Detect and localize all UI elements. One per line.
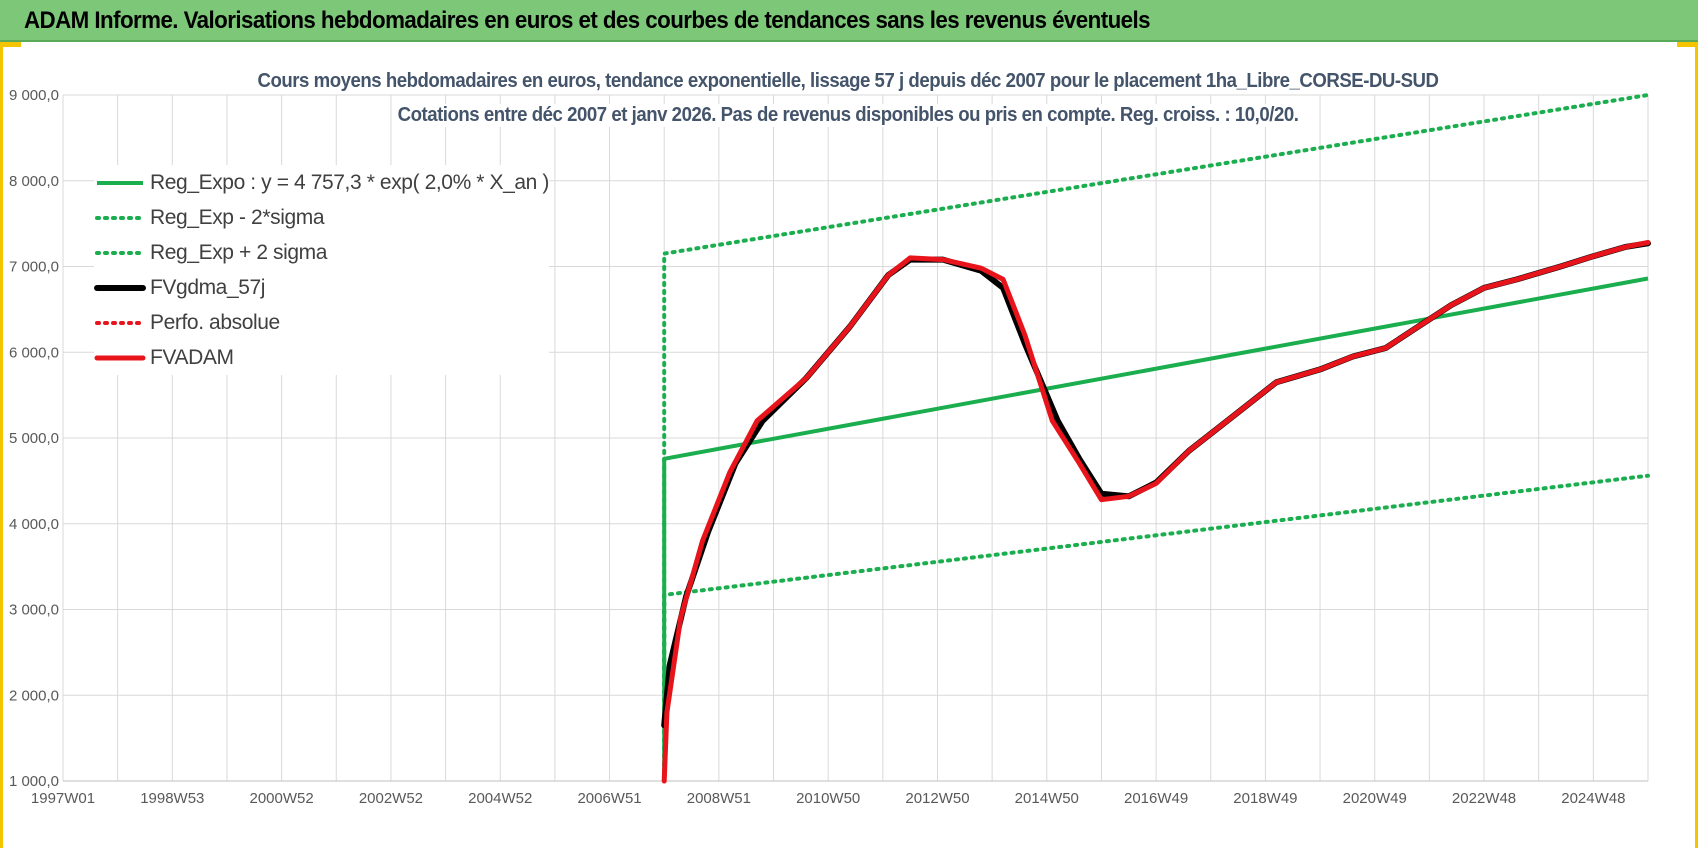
x-tick-label: 2002W52 — [359, 790, 423, 807]
frame-corner — [3, 42, 21, 47]
chart-title: Cours moyens hebdomadaires en euros, ten… — [253, 70, 1443, 93]
legend-item: FVgdma_57j — [94, 270, 549, 305]
frame-corner — [1677, 42, 1695, 47]
legend-item: Reg_Exp + 2 sigma — [94, 235, 549, 270]
x-tick-label: 2022W48 — [1452, 790, 1516, 807]
legend-swatch — [94, 284, 146, 291]
chart-legend: Reg_Expo : y = 4 757,3 * exp( 2,0% * X_a… — [94, 165, 549, 375]
y-tick-label: 3 000,0 — [9, 602, 59, 619]
legend-label: Perfo. absolue — [150, 310, 280, 334]
series-line — [661, 240, 1651, 784]
chart-frame — [0, 42, 1698, 848]
x-tick-label: 2006W51 — [577, 790, 641, 807]
line-chart: 1 000,0 2 000,0 3 000,0 4 000,0 5 000,0 6 000… — [9, 87, 1651, 807]
y-tick-label: 6 000,0 — [9, 344, 59, 361]
legend-swatch — [95, 250, 145, 255]
y-tick-label: 4 000,0 — [9, 516, 59, 533]
x-tick-label: 2014W50 — [1015, 790, 1079, 807]
x-tick-label: 2010W50 — [796, 790, 860, 807]
x-tick-label: 2016W49 — [1124, 790, 1188, 807]
legend-label: FVgdma_57j — [150, 275, 266, 299]
legend-item: Reg_Expo : y = 4 757,3 * exp( 2,0% * X_a… — [94, 165, 549, 200]
x-tick-label: 1997W01 — [31, 790, 95, 807]
legend-swatch — [95, 320, 145, 325]
legend-label: Reg_Exp - 2*sigma — [150, 205, 325, 229]
legend-label: FVADAM — [150, 345, 234, 369]
y-axis-ticks: 1 000,0 2 000,0 3 000,0 4 000,0 5 000,0 6 000… — [9, 87, 59, 790]
y-tick-label: 5 000,0 — [9, 430, 59, 447]
series-line — [662, 93, 1650, 783]
x-tick-label: 1998W53 — [140, 790, 204, 807]
legend-label: Reg_Exp + 2 sigma — [150, 240, 328, 264]
x-tick-label: 2024W48 — [1561, 790, 1625, 807]
y-tick-label: 2 000,0 — [9, 687, 59, 704]
chart-subtitle: Cotations entre déc 2007 et janv 2026. P… — [393, 104, 1303, 127]
x-tick-label: 2020W49 — [1343, 790, 1407, 807]
legend-item: Reg_Exp - 2*sigma — [94, 200, 549, 235]
x-axis-ticks: 1997W01 1998W53 2000W52 2002W52 2004W52 2006W… — [31, 790, 1626, 807]
legend-swatch — [95, 215, 145, 220]
series-group — [661, 93, 1651, 784]
y-tick-label: 9 000,0 — [9, 87, 59, 104]
x-tick-label: 2008W51 — [687, 790, 751, 807]
legend-item: Perfo. absolue — [94, 305, 549, 340]
legend-swatch — [94, 355, 146, 360]
x-tick-label: 2012W50 — [905, 790, 969, 807]
x-tick-label: 2018W49 — [1233, 790, 1297, 807]
legend-swatch — [97, 180, 143, 185]
x-tick-label: 2004W52 — [468, 790, 532, 807]
legend-label: Reg_Expo : y = 4 757,3 * exp( 2,0% * X_a… — [150, 170, 549, 194]
y-tick-label: 8 000,0 — [9, 173, 59, 190]
header-bar: ADAM Informe. Valorisations hebdomadaire… — [0, 0, 1698, 42]
y-tick-label: 1 000,0 — [9, 773, 59, 790]
page-title: ADAM Informe. Valorisations hebdomadaire… — [24, 7, 1151, 34]
y-tick-label: 7 000,0 — [9, 259, 59, 276]
legend-item: FVADAM — [94, 340, 549, 375]
x-tick-label: 2000W52 — [250, 790, 314, 807]
